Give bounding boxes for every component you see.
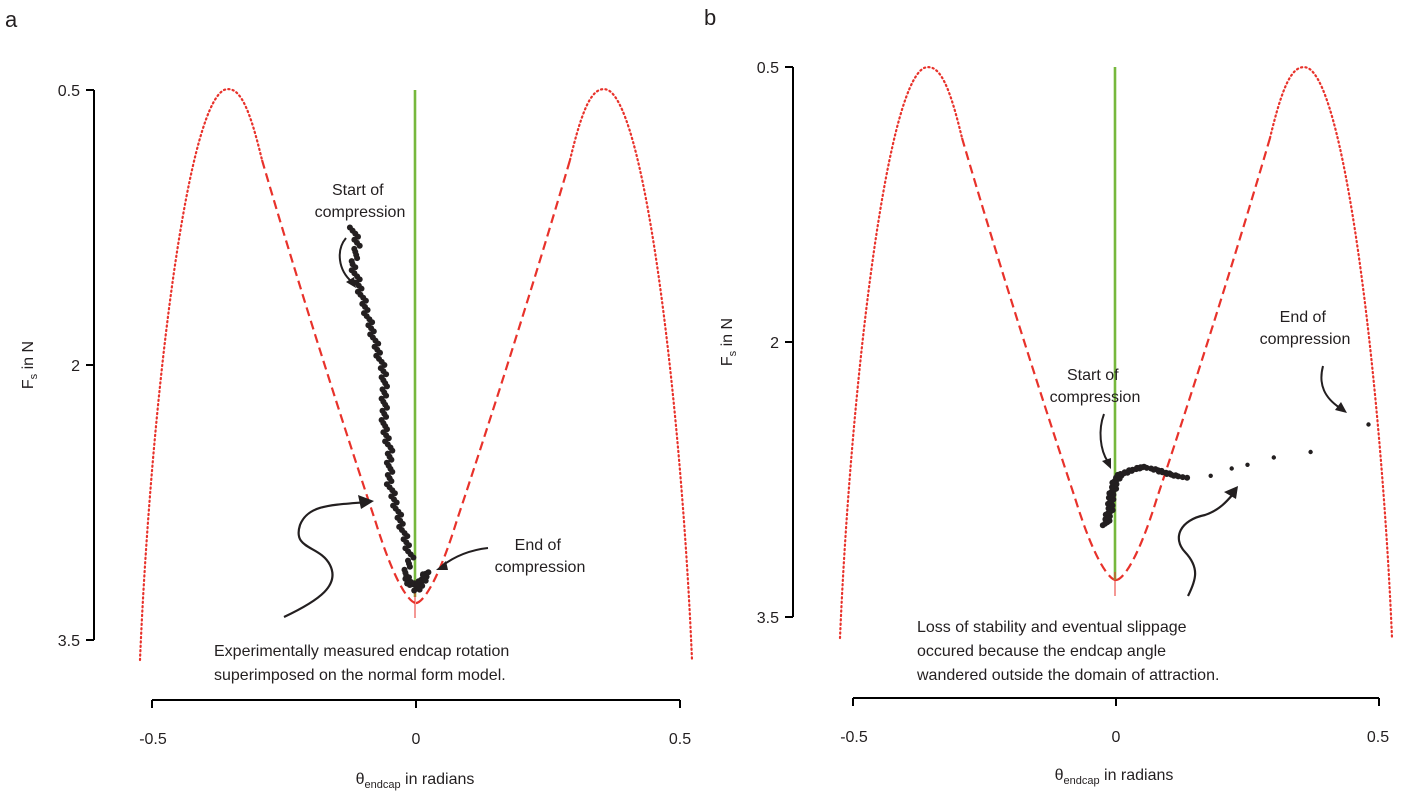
x-tick-label-b-2: 0.5 [1367, 729, 1389, 746]
trajectory-point [389, 447, 396, 454]
trajectory-point [354, 255, 361, 262]
trajectory-point [1143, 464, 1150, 471]
unstable-branch-right-a [568, 88, 694, 662]
trajectory-point [406, 563, 413, 570]
trajectory-points-b [1099, 422, 1371, 529]
slip-point [1366, 422, 1371, 427]
x-tick-label-b-0: -0.5 [840, 729, 868, 746]
unstable-branch-right-b [1268, 66, 1394, 640]
panel-a: a 0.5 2 3.5 Fs in N -0.5 0 0.5 θendcap i… [5, 7, 694, 791]
trajectory-point [411, 587, 418, 594]
trajectory-point [1163, 471, 1170, 477]
stable-branch-left-a [260, 159, 417, 605]
caption-b: Loss of stability and eventual slippage … [916, 619, 1219, 684]
start-arrowhead-b [1102, 458, 1111, 469]
y-tick-label-b-1: 2 [770, 335, 779, 352]
caption-arrow-a [283, 500, 369, 618]
end-arrowhead-a [436, 561, 448, 570]
slip-point [1245, 462, 1250, 467]
y-tick-label-a-2: 3.5 [58, 633, 80, 650]
trajectory-point [1179, 474, 1186, 481]
trajectory-point [1139, 464, 1146, 471]
trajectory-point [388, 456, 395, 463]
stable-branch-right-b [1115, 137, 1272, 582]
start-label-a: Start of compression [315, 182, 406, 221]
stable-branch-right-a [415, 159, 572, 605]
end-arrowhead-b [1335, 402, 1347, 413]
y-axis-title-b: Fs in N [719, 318, 739, 366]
trajectory-point [356, 242, 363, 249]
trajectory-point [416, 586, 423, 593]
x-tick-label-a-0: -0.5 [139, 731, 167, 748]
caption-a: Experimentally measured endcap rotation … [214, 643, 514, 684]
slip-point [1229, 466, 1234, 471]
trajectory-point [422, 577, 429, 584]
slip-point [1271, 455, 1277, 460]
y-tick-label-b-2: 3.5 [757, 610, 779, 627]
x-tick-label-a-2: 0.5 [669, 731, 691, 748]
trajectory-point [1175, 473, 1182, 480]
trajectory-point [1150, 466, 1157, 473]
slip-point [1208, 473, 1213, 478]
panel-b: b 0.5 2 3.5 Fs in N -0.5 0 0.5 θendcap i… [704, 5, 1394, 787]
slip-point [1308, 449, 1313, 455]
end-label-a: End of compression [495, 537, 586, 576]
y-tick-label-b-0: 0.5 [757, 60, 779, 77]
panel-letter-b: b [704, 5, 716, 30]
y-tick-label-a-0: 0.5 [58, 83, 80, 100]
trajectory-point [383, 413, 390, 420]
trajectory-point [388, 478, 395, 485]
trajectory-point [383, 392, 390, 399]
unstable-branch-left-b [838, 66, 964, 640]
x-tick-label-b-1: 0 [1112, 729, 1121, 746]
caption-arrowhead-b [1224, 486, 1238, 499]
caption-arrowhead-a [358, 495, 374, 509]
trajectory-point [410, 554, 417, 561]
x-axis-title-a: θendcap in radians [356, 771, 475, 791]
end-label-b: End of compression [1260, 309, 1351, 348]
y-tick-label-a-1: 2 [71, 358, 80, 375]
stable-branch-left-b [960, 137, 1117, 582]
start-arrow-a [338, 237, 353, 283]
trajectory-point [425, 569, 432, 576]
trajectory-point [384, 404, 390, 411]
caption-arrow-b [1177, 492, 1235, 597]
trajectory-point [1184, 474, 1191, 481]
x-axis-title-b: θendcap in radians [1055, 767, 1174, 787]
start-arrowhead-a [346, 277, 356, 288]
trajectory-point [384, 383, 390, 390]
end-arrow-b [1320, 365, 1341, 409]
end-arrow-a [441, 547, 489, 567]
y-axis-title-a: Fs in N [20, 341, 40, 389]
start-arrow-b [1099, 413, 1109, 463]
trajectory-point [389, 468, 396, 475]
x-tick-label-a-1: 0 [412, 731, 421, 748]
start-label-b: Start of compression [1050, 367, 1141, 406]
unstable-branch-left-a [138, 88, 264, 662]
panel-letter-a: a [5, 7, 18, 32]
trajectory-point [383, 371, 390, 378]
trajectory-point [1170, 472, 1177, 479]
trajectory-points-a [346, 224, 432, 594]
